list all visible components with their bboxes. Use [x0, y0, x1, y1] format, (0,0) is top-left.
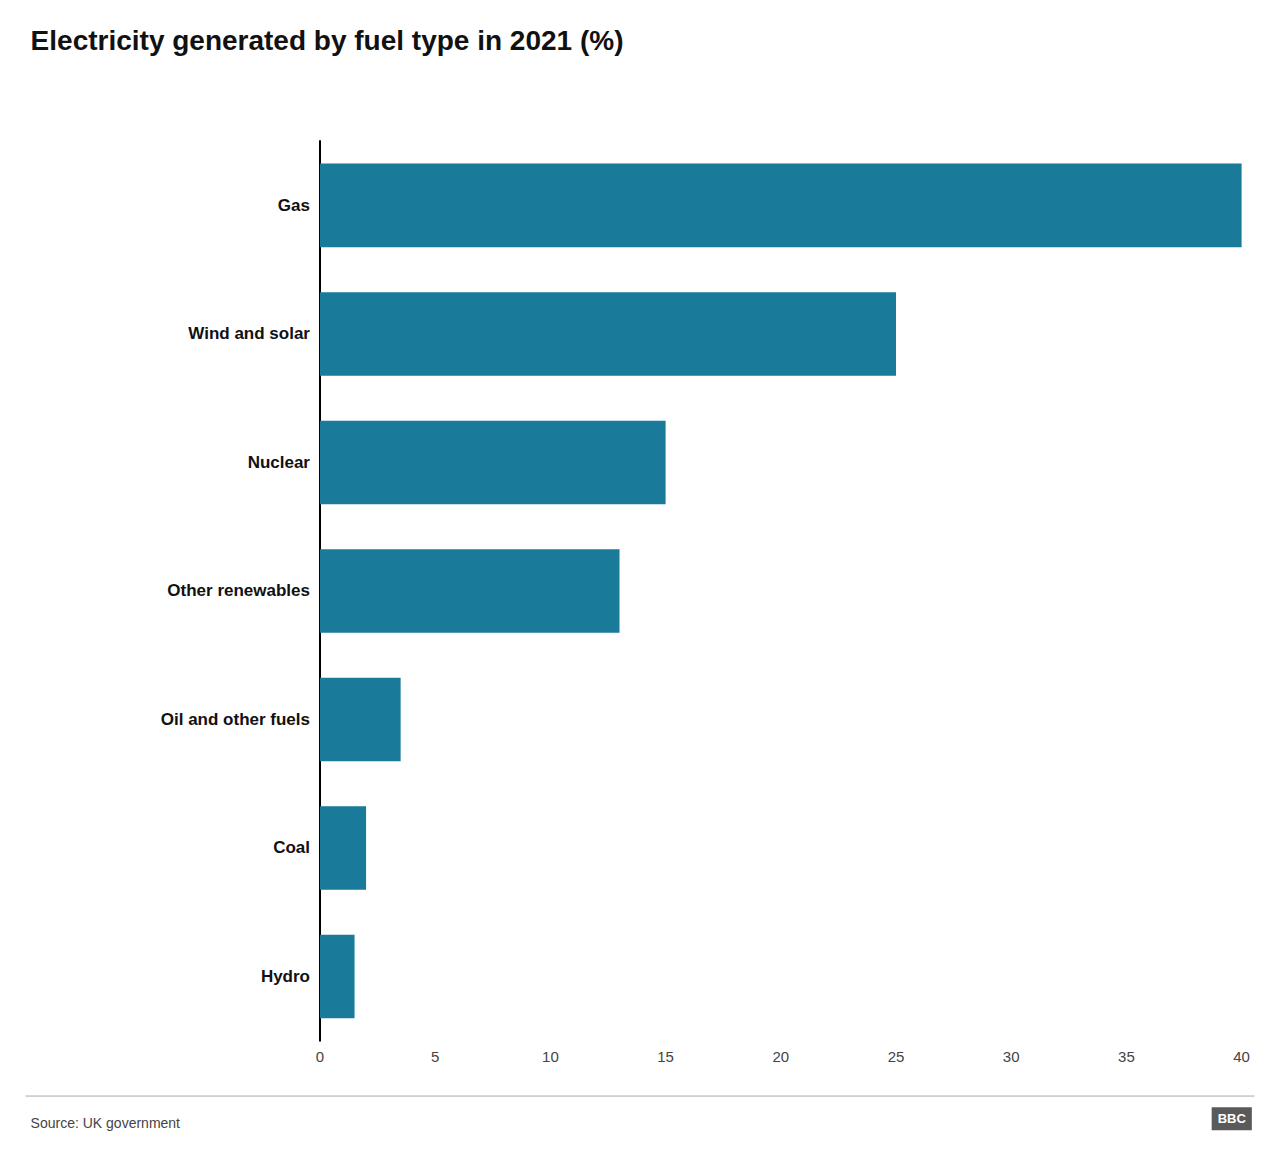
svg-text:30: 30 [1003, 1048, 1020, 1065]
svg-text:Hydro: Hydro [261, 967, 310, 986]
svg-text:25: 25 [888, 1048, 905, 1065]
svg-text:35: 35 [1118, 1048, 1135, 1065]
svg-text:Source: UK government: Source: UK government [31, 1115, 181, 1131]
svg-text:Electricity generated by fuel: Electricity generated by fuel type in 20… [31, 25, 624, 56]
svg-text:Gas: Gas [278, 196, 310, 215]
svg-text:20: 20 [772, 1048, 789, 1065]
svg-text:40: 40 [1233, 1048, 1250, 1065]
svg-text:10: 10 [542, 1048, 559, 1065]
svg-text:Oil and other fuels: Oil and other fuels [161, 710, 310, 729]
svg-text:Other renewables: Other renewables [167, 581, 310, 600]
svg-text:BBC: BBC [1218, 1111, 1247, 1126]
svg-text:Coal: Coal [273, 838, 310, 857]
svg-text:0: 0 [316, 1048, 324, 1065]
svg-text:Wind and solar: Wind and solar [188, 324, 310, 343]
svg-text:5: 5 [431, 1048, 439, 1065]
svg-text:15: 15 [657, 1048, 674, 1065]
svg-text:Nuclear: Nuclear [248, 453, 311, 472]
